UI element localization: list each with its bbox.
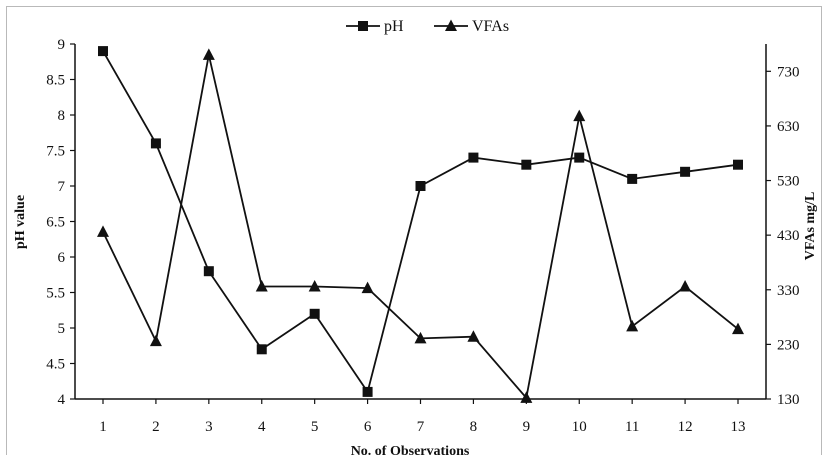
ph-point — [574, 152, 585, 163]
ph-point — [256, 344, 267, 355]
ph-legend-label: pH — [384, 18, 404, 35]
x-tick-label: 4 — [258, 419, 266, 435]
left-y-tick-labels: 4 4.5 5 5.5 6 6.5 7 7.5 8 8.5 9 — [46, 37, 75, 408]
left-y-tick-label: 9 — [58, 37, 66, 53]
ph-point — [733, 159, 743, 170]
vfas-legend-marker — [445, 19, 457, 31]
x-tick-label: 5 — [311, 419, 319, 435]
vfas-point — [626, 319, 639, 332]
ph-point — [415, 181, 426, 191]
x-tick-label: 8 — [470, 419, 478, 435]
vfas-point — [149, 334, 162, 347]
vfas-point — [732, 322, 744, 335]
left-y-tick-label: 7.5 — [46, 144, 65, 160]
vfas-point — [573, 109, 586, 122]
legend: pH VFAs — [346, 18, 509, 35]
ph-point — [680, 166, 691, 177]
left-y-tick-label: 6 — [58, 250, 66, 266]
right-y-tick-label: 430 — [777, 228, 800, 244]
right-y-tick-labels: 130 230 330 430 530 630 730 — [766, 64, 800, 408]
ph-point — [309, 308, 320, 319]
ph-point — [468, 152, 479, 163]
vfas-series-line — [102, 54, 739, 400]
x-axis-title: No. of Observations — [351, 444, 470, 457]
left-y-tick-label: 7 — [58, 179, 66, 195]
ph-point — [362, 386, 373, 397]
left-y-tick-label: 5 — [58, 321, 66, 337]
x-tick-labels: 1 2 3 4 5 6 7 8 9 10 11 12 13 — [99, 399, 746, 435]
right-y-tick-label: 530 — [777, 174, 800, 190]
x-tick-label: 1 — [99, 419, 107, 435]
vfas-point — [97, 225, 109, 237]
ph-point — [203, 266, 214, 277]
x-tick-label: 2 — [152, 419, 160, 435]
left-y-tick-label: 5.5 — [46, 286, 65, 302]
vfas-point — [308, 279, 321, 292]
right-y-tick-label: 730 — [777, 64, 800, 80]
vfas-legend-label: VFAs — [472, 18, 509, 35]
x-tick-label: 12 — [678, 419, 693, 435]
x-tick-label: 6 — [364, 419, 372, 435]
series — [97, 46, 744, 403]
ph-point — [627, 173, 638, 184]
x-tick-label: 3 — [205, 419, 213, 435]
vfas-point — [679, 279, 692, 292]
ph-point — [521, 159, 532, 170]
x-tick-label: 9 — [523, 419, 531, 435]
right-y-tick-label: 230 — [777, 337, 800, 353]
y2-axis-title: VFAs mg/L — [803, 192, 818, 261]
vfas-point — [520, 391, 533, 403]
vfas-point — [361, 281, 374, 294]
right-y-tick-label: 630 — [777, 119, 800, 135]
x-tick-label: 10 — [572, 419, 587, 435]
left-y-tick-label: 4.5 — [46, 357, 65, 373]
ph-point — [150, 138, 161, 149]
right-y-tick-label: 330 — [777, 283, 800, 299]
x-tick-label: 13 — [731, 419, 746, 435]
left-y-tick-label: 8.5 — [46, 73, 65, 89]
y-axis-title: pH value — [13, 195, 28, 249]
x-tick-label: 7 — [417, 419, 425, 435]
left-y-tick-label: 6.5 — [46, 215, 65, 231]
vfas-point — [202, 48, 215, 60]
chart-frame — [6, 6, 822, 455]
ph-point — [98, 46, 108, 57]
ph-legend-marker — [358, 21, 368, 31]
left-y-tick-label: 4 — [58, 392, 66, 408]
vfas-point — [414, 331, 427, 344]
left-y-tick-label: 8 — [58, 108, 66, 124]
x-tick-label: 11 — [625, 419, 639, 435]
vfas-point — [467, 330, 480, 342]
right-y-tick-label: 130 — [777, 392, 800, 408]
vfas-point — [255, 279, 268, 292]
